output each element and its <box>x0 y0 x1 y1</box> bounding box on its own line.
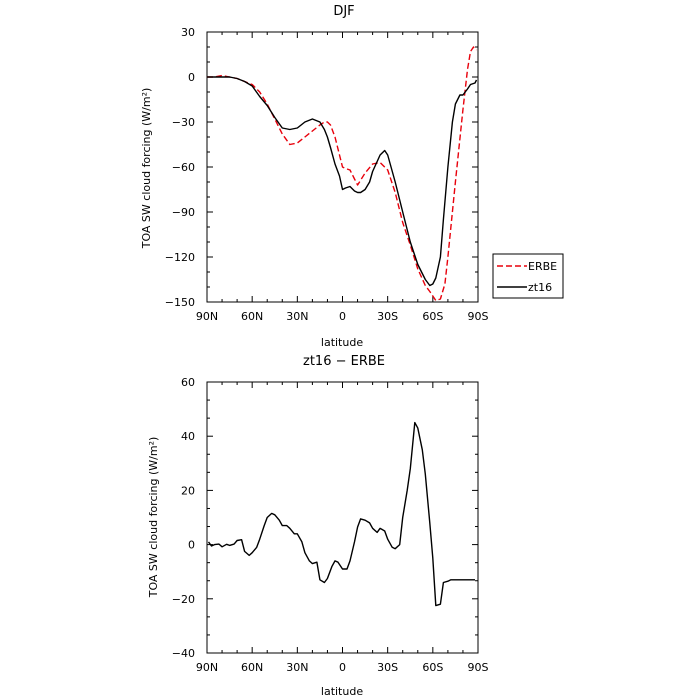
y-tick-label: −20 <box>172 593 195 606</box>
x-tick-label: 60S <box>422 661 443 674</box>
x-tick-label: 90N <box>196 310 218 323</box>
y-tick-label: 0 <box>188 539 195 552</box>
x-tick-label: 90N <box>196 661 218 674</box>
y-axis-label: TOA SW cloud forcing (W/m²) <box>147 437 160 599</box>
top-chart-panel: DJF 90N 60N 30N 0 30S 60S 90S 30 0 −30 −60 −90 −120 −… <box>140 4 564 349</box>
y-tick-label: 0 <box>188 71 195 84</box>
y-tick-label: 40 <box>181 430 195 443</box>
x-tick-label: 30N <box>286 661 308 674</box>
axis-ticks: 90N 60N 30N 0 30S 60S 90S 60 40 20 0 −20 −40 <box>172 376 489 674</box>
plot-frame <box>206 381 479 654</box>
series-line-erbe <box>207 46 477 302</box>
y-tick-label: 20 <box>181 484 195 497</box>
legend-box <box>492 253 564 299</box>
x-axis-label: latitude <box>321 685 363 698</box>
x-tick-label: 90S <box>468 310 489 323</box>
legend: ERBE zt16 <box>492 253 564 299</box>
y-tick-label: 30 <box>181 26 195 39</box>
y-tick-label: −120 <box>165 251 195 264</box>
series-lines <box>207 46 478 302</box>
y-tick-label: −90 <box>172 206 195 219</box>
y-tick-label: −40 <box>172 647 195 660</box>
y-tick-label: −60 <box>172 161 195 174</box>
x-tick-label: 30S <box>377 661 398 674</box>
legend-label-erbe: ERBE <box>528 260 557 273</box>
bottom-chart-panel: zt16 − ERBE 90N 60N 30N 0 30S 60S 90S 60 40 20 0 −2… <box>147 354 489 698</box>
x-tick-label: 0 <box>339 661 346 674</box>
series-line-zt16-erbe <box>207 421 475 607</box>
chart-title: DJF <box>333 4 354 19</box>
x-tick-label: 60S <box>422 310 443 323</box>
chart-title: zt16 − ERBE <box>303 354 385 369</box>
x-tick-label: 90S <box>468 661 489 674</box>
legend-label-zt16: zt16 <box>528 281 552 294</box>
series-line-zt16 <box>207 76 478 287</box>
x-tick-label: 30N <box>286 310 308 323</box>
axis-ticks: 90N 60N 30N 0 30S 60S 90S 30 0 −30 −60 −90 −120 −150 <box>165 26 489 323</box>
y-tick-label: −30 <box>172 116 195 129</box>
x-tick-label: 0 <box>339 310 346 323</box>
series-lines <box>207 421 475 607</box>
x-tick-label: 60N <box>241 310 263 323</box>
x-tick-label: 30S <box>377 310 398 323</box>
y-tick-label: −150 <box>165 296 195 309</box>
x-tick-label: 60N <box>241 661 263 674</box>
y-axis-label: TOA SW cloud forcing (W/m²) <box>140 88 153 250</box>
x-axis-label: latitude <box>321 336 363 349</box>
y-tick-label: 60 <box>181 376 195 389</box>
